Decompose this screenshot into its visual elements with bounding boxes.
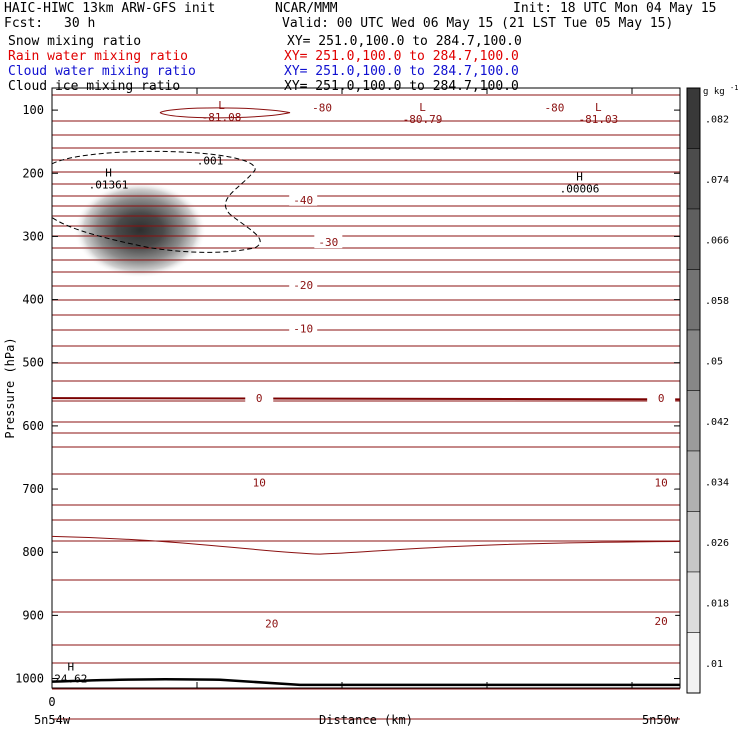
field-xy-rain: XY= 251.0,100.0 to 284.7,100.0 — [284, 49, 519, 64]
y-tick-label: 500 — [22, 356, 44, 370]
contour-label-bg — [289, 321, 318, 335]
colorbar-label: .034 — [705, 477, 729, 488]
extremum-value: -81.03 — [578, 113, 618, 126]
colorbar-segment — [686, 390, 701, 452]
y-tick-label: 800 — [22, 545, 44, 559]
colorbar-label: .066 — [705, 235, 729, 246]
colorbar-label: .042 — [705, 417, 729, 428]
y-axis-label: Pressure (hPa) — [3, 337, 17, 438]
x-left-location: 5n54w — [34, 713, 71, 727]
contour-label-bg — [308, 100, 337, 114]
extremum-value: 24.62 — [54, 673, 87, 686]
field-name-cloud-water: Cloud water mixing ratio — [8, 64, 196, 79]
contour-label-bg — [245, 391, 274, 405]
y-tick-label: 400 — [22, 293, 44, 307]
contour-label-bg — [289, 192, 318, 206]
field-name-cloud-ice: Cloud ice mixing ratio — [8, 79, 181, 94]
colorbar-segment — [686, 148, 701, 210]
field-name-rain: Rain water mixing ratio — [8, 49, 189, 64]
colorbar-segment — [686, 511, 701, 573]
colorbar-label: .01 — [705, 659, 723, 670]
temperature-contour-label: -80 — [544, 102, 564, 115]
extremum-type: H — [105, 167, 112, 180]
colorbar-label: .018 — [705, 598, 729, 609]
init-time: Init: 18 UTC Mon 04 May 15 — [513, 1, 717, 16]
extremum-value: .01361 — [89, 179, 129, 192]
low-contour — [159, 107, 291, 119]
temperature-contour-label: 0 — [658, 392, 665, 405]
extremum-value: .00006 — [560, 183, 600, 196]
extremum-type: H — [576, 171, 583, 184]
contour-label-bg — [314, 235, 343, 249]
colorbar-segment — [686, 208, 701, 270]
x-right-location: 5n50w — [642, 713, 679, 727]
forecast-label: Fcst: — [4, 16, 44, 31]
contour-label-bg — [289, 278, 318, 292]
extremum-value: -81.08 — [202, 111, 242, 124]
y-tick-label: 100 — [22, 103, 44, 117]
temperature-contours — [52, 94, 680, 720]
colorbar-label: .082 — [705, 114, 729, 125]
contour-label-bg — [647, 614, 676, 628]
chart-title: HAIC-HIWC 13km ARW-GFS init — [4, 1, 216, 16]
colorbar-label: .058 — [705, 296, 729, 307]
y-tick-label: 300 — [22, 229, 44, 243]
y-tick-label: 900 — [22, 608, 44, 622]
colorbar-segment — [686, 450, 701, 512]
temperature-contour-label: -30 — [318, 236, 338, 249]
colorbar-unit-exponent: -1 — [730, 84, 738, 92]
colorbar-segment — [686, 87, 701, 149]
colorbar-frame — [686, 87, 701, 694]
temperature-contour-label: -10 — [293, 323, 313, 336]
colorbar-segment — [686, 329, 701, 391]
extremum-value: -80.79 — [403, 113, 443, 126]
colorbar-label: .026 — [705, 538, 729, 549]
field-xy-cloud-ice: XY= 251.0,100.0 to 284.7,100.0 — [284, 79, 519, 94]
colorbar-unit: g kg — [703, 87, 725, 97]
temperature-contour-label: 0 — [256, 392, 263, 405]
x-axis-label: Distance (km) — [319, 713, 413, 727]
colorbar-segment — [686, 571, 701, 633]
temperature-contour-label: 20 — [655, 615, 668, 628]
y-tick-label: 200 — [22, 166, 44, 180]
contour-label-bg — [647, 391, 676, 405]
colorbar-segment — [686, 632, 701, 694]
contour-label-bg — [647, 475, 676, 489]
field-xy-cloud-water: XY= 251.0,100.0 to 284.7,100.0 — [284, 64, 519, 79]
extremum-type: H — [68, 661, 75, 674]
extremum-type: L — [419, 101, 426, 114]
field-name-snow: Snow mixing ratio — [8, 34, 142, 49]
contour-label-bg — [257, 616, 286, 630]
model-center: NCAR/MMM — [275, 1, 338, 16]
plot-frame — [51, 87, 681, 689]
field-xy-snow: XY= 251.0,100.0 to 284.7,100.0 — [287, 34, 522, 49]
temperature-contour-label: -40 — [293, 194, 313, 207]
colorbar-label: .074 — [705, 175, 729, 186]
temperature-contour-label: 20 — [265, 618, 278, 631]
surface-pressure-line — [51, 678, 680, 687]
y-tick-label: 600 — [22, 419, 44, 433]
temperature-contour-label: 10 — [655, 477, 668, 490]
temperature-contour-label: -20 — [293, 279, 313, 292]
colorbar-label: .05 — [705, 356, 723, 367]
contour-label-bg — [540, 100, 569, 114]
forecast-hours: 30 h — [64, 16, 96, 31]
temperature-contour-label: -80 — [312, 102, 332, 115]
y-tick-label: 700 — [22, 482, 44, 496]
temperature-contour-wavy — [51, 535, 681, 555]
extremum-type: L — [218, 99, 225, 112]
extremum-type: L — [595, 101, 602, 114]
temperature-contour-label: 10 — [253, 477, 266, 490]
valid-time: Valid: 00 UTC Wed 06 May 15 (21 LST Tue … — [282, 16, 674, 31]
cloud-contour-dashed — [51, 150, 261, 253]
contour-label-bg — [245, 475, 274, 489]
zero-degree-contour — [51, 397, 681, 401]
x-tick-label: 0 — [48, 695, 55, 709]
colorbar-segment — [686, 269, 701, 331]
cloud-contour-label: .001 — [197, 155, 224, 168]
y-tick-label: 1000 — [15, 672, 44, 686]
